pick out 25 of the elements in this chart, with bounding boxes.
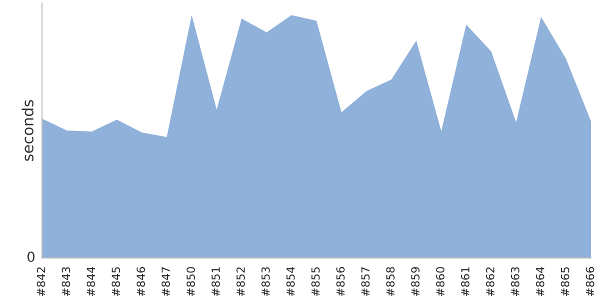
x-tick-label: #842	[36, 267, 46, 296]
x-tick-label: #843	[62, 267, 70, 296]
text: 0	[27, 252, 34, 262]
x-tick-label: #854	[286, 266, 295, 296]
x-tick-label: #866	[586, 267, 594, 296]
x-tick-label: #850	[186, 267, 195, 296]
x-tick-label: #851	[212, 267, 220, 296]
x-tick-label: #863	[510, 267, 520, 296]
x-tick-label: #856	[336, 267, 345, 296]
y-axis-title: seconds	[22, 100, 34, 161]
x-tick-label: #859	[411, 267, 420, 296]
x-tick-label: #844	[86, 266, 96, 296]
x-tick-label: #855	[311, 267, 320, 296]
x-tick-label: #862	[486, 267, 494, 296]
x-tick-label: #853	[261, 267, 270, 296]
x-tick-label: #852	[236, 267, 245, 296]
x-tick-label: #865	[560, 267, 570, 296]
x-tick-label: #857	[361, 267, 370, 296]
x-tick-label: #860	[436, 267, 444, 296]
x-tick-label: #845	[112, 267, 120, 296]
x-tick-label: #861	[461, 267, 470, 296]
x-tick-label: #858	[386, 267, 395, 296]
x-tick-label: #864	[536, 266, 544, 296]
x-tick-label: #847	[162, 267, 170, 296]
x-tick-label: #846	[136, 267, 146, 296]
